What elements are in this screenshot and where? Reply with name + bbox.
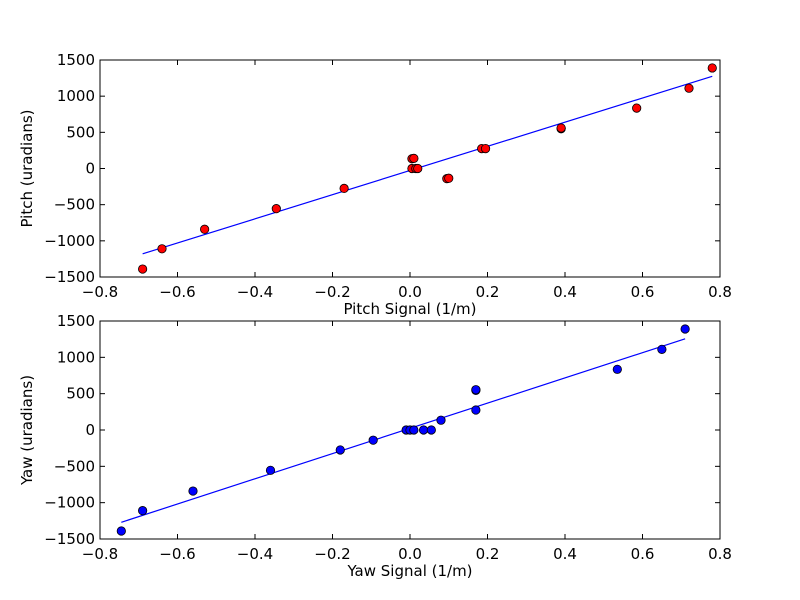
pitch-data-point xyxy=(339,183,349,193)
yaw-data-point xyxy=(188,486,198,496)
pitch-y-tick-label: 500 xyxy=(66,123,95,141)
yaw-data-point xyxy=(471,405,481,415)
pitch-x-tick-label: 0.0 xyxy=(398,283,422,301)
pitch-data-point xyxy=(684,83,694,93)
pitch-data-point xyxy=(632,103,642,113)
pitch-y-tick-label: −500 xyxy=(54,196,95,214)
pitch-data-point xyxy=(413,163,423,174)
pitch-x-tick-label: 0.4 xyxy=(553,283,577,301)
pitch-data-point xyxy=(200,224,210,234)
yaw-data-point xyxy=(116,526,126,536)
yaw-y-tick-label: 1500 xyxy=(57,312,95,330)
yaw-x-tick-label: −0.8 xyxy=(82,545,118,563)
yaw-x-tick-label: 0.6 xyxy=(631,545,655,563)
pitch-x-tick-label: −0.8 xyxy=(82,283,118,301)
pitch-data-point xyxy=(480,144,491,154)
yaw-y-axis-label: Yaw (uradians) xyxy=(18,375,36,486)
pitch-x-axis-label: Pitch Signal (1/m) xyxy=(343,300,476,318)
yaw-y-tick-label: −1500 xyxy=(44,530,95,548)
pitch-data-point xyxy=(271,204,281,214)
yaw-data-point xyxy=(265,465,276,475)
pitch-y-axis-label: Pitch (uradians) xyxy=(18,109,36,227)
yaw-x-tick-label: 0.4 xyxy=(553,545,577,563)
pitch-x-tick-label: 0.6 xyxy=(631,283,655,301)
yaw-data-point xyxy=(612,364,622,374)
yaw-x-tick-label: 0.8 xyxy=(708,545,732,563)
yaw-y-tick-label: −500 xyxy=(54,457,95,475)
pitch-y-tick-label: −1500 xyxy=(44,268,95,286)
pitch-data-point xyxy=(707,63,717,73)
yaw-x-tick-label: −0.2 xyxy=(314,545,350,563)
pitch-x-tick-label: −0.4 xyxy=(237,283,273,301)
pitch-data-point xyxy=(409,153,419,163)
pitch-fit-line xyxy=(142,75,713,255)
yaw-data-point xyxy=(335,445,345,455)
pitch-x-tick-label: 0.8 xyxy=(708,283,732,301)
yaw-data-point xyxy=(426,425,436,435)
pitch-y-tick-label: 1500 xyxy=(57,51,95,69)
yaw-y-tick-label: 500 xyxy=(66,385,95,403)
yaw-data-point xyxy=(436,415,446,425)
yaw-x-axis-label: Yaw Signal (1/m) xyxy=(346,562,472,580)
yaw-data-point xyxy=(471,385,481,395)
yaw-y-tick-label: 1000 xyxy=(57,348,95,366)
pitch-y-tick-label: −1000 xyxy=(44,232,95,250)
yaw-x-tick-label: 0.2 xyxy=(476,545,500,563)
yaw-data-point xyxy=(138,506,148,516)
pitch-x-tick-label: 0.2 xyxy=(476,283,500,301)
yaw-y-tick-label: −1000 xyxy=(44,494,95,512)
yaw-data-point xyxy=(657,344,667,354)
pitch-x-tick-label: −0.6 xyxy=(159,283,195,301)
pitch-y-tick-label: 1000 xyxy=(57,87,95,105)
yaw-data-point xyxy=(418,425,429,435)
pitch-subplot: −0.8 −0.6 −0.4 −0.2 0.0 0.2 0.4 0.6 0.8 −1500 −100… xyxy=(18,51,732,318)
yaw-subplot: −0.8 −0.6 −0.4 −0.2 0.0 0.2 0.4 0.6 0.8 −1500 −100… xyxy=(18,312,732,580)
pitch-data-point xyxy=(138,264,148,274)
pitch-data-point xyxy=(556,123,566,133)
pitch-x-tick-label: −0.2 xyxy=(314,283,350,301)
yaw-data-point xyxy=(409,425,419,435)
yaw-y-tick-label: 0 xyxy=(85,421,95,439)
yaw-data-point xyxy=(368,435,378,445)
pitch-data-point xyxy=(157,244,167,254)
pitch-data-point xyxy=(444,173,454,183)
yaw-x-tick-label: −0.4 xyxy=(237,545,273,563)
pitch-y-tick-label: 0 xyxy=(85,160,95,178)
yaw-data-point xyxy=(680,324,690,334)
yaw-x-tick-label: −0.6 xyxy=(159,545,195,563)
yaw-x-tick-label: 0.0 xyxy=(398,545,422,563)
